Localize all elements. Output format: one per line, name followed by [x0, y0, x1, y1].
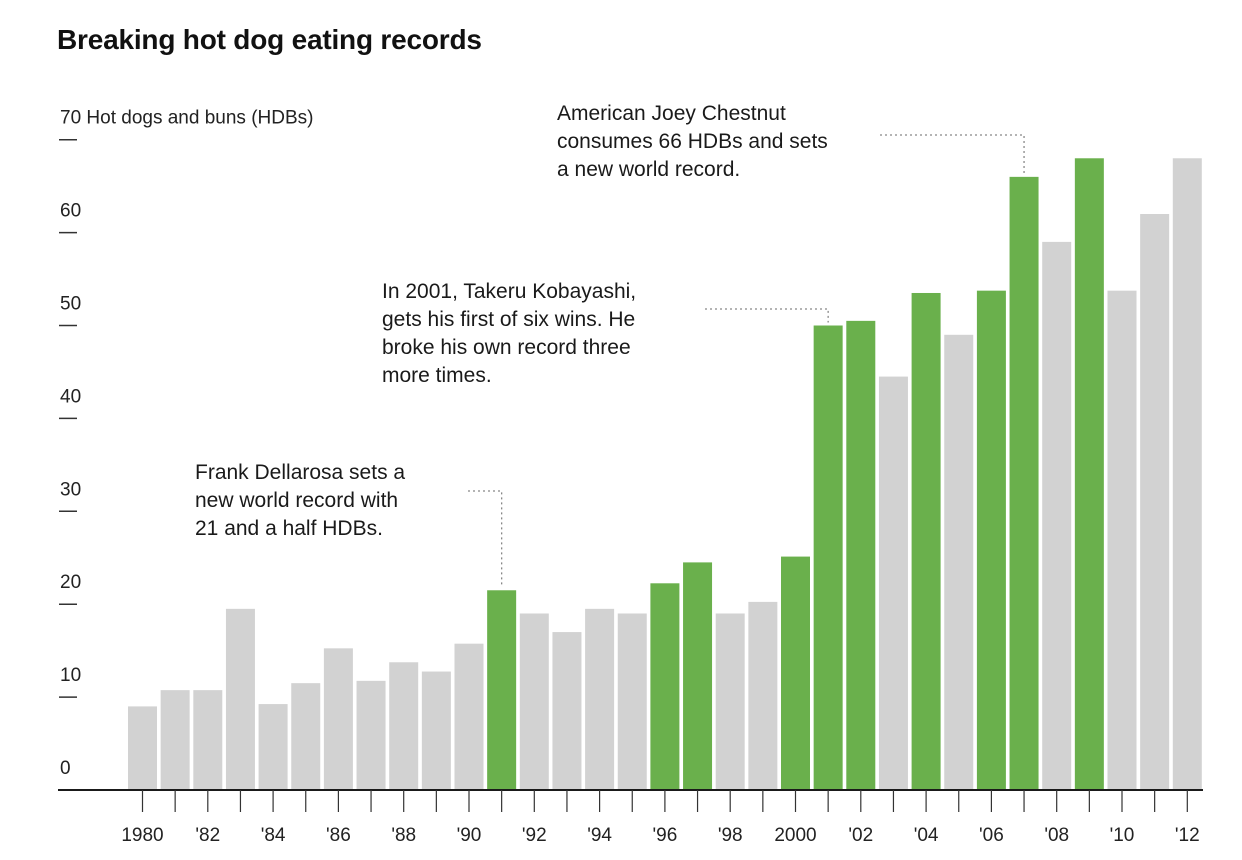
- bar-2008: [1042, 242, 1071, 790]
- bar-1996: [650, 583, 679, 790]
- annotation-line: American Joey Chestnut: [557, 100, 887, 128]
- x-tick-label: '04: [914, 825, 939, 846]
- annotation-leader-2001: [705, 309, 828, 323]
- bar-1983: [226, 609, 255, 790]
- bar-1998: [716, 613, 745, 790]
- bar-1992: [520, 613, 549, 790]
- annotation-line: In 2001, Takeru Kobayashi,: [382, 278, 712, 306]
- x-tick-label: '08: [1044, 825, 1069, 846]
- bar-2009: [1075, 158, 1104, 790]
- x-tick-label: '82: [195, 825, 220, 846]
- bar-2005: [944, 335, 973, 790]
- x-tick-label: '86: [326, 825, 351, 846]
- x-tick-label: '12: [1175, 825, 1200, 846]
- x-tick-label: '96: [653, 825, 678, 846]
- annotation-line: broke his own record three: [382, 334, 712, 362]
- y-tick-label: 40: [60, 386, 81, 407]
- annotation-dellarosa: Frank Dellarosa sets a new world record w…: [195, 459, 475, 543]
- x-tick-label: '88: [391, 825, 416, 846]
- bar-1997: [683, 562, 712, 790]
- bar-2004: [912, 293, 941, 790]
- bar-1985: [291, 683, 320, 790]
- x-tick-label: '94: [587, 825, 612, 846]
- annotation-line: more times.: [382, 362, 712, 390]
- y-tick-label: 30: [60, 479, 81, 500]
- x-tick-label: '02: [848, 825, 873, 846]
- bar-1980: [128, 706, 157, 790]
- y-tick-label: 10: [60, 665, 81, 686]
- y-tick-label: 20: [60, 572, 81, 593]
- x-tick-label: '98: [718, 825, 743, 846]
- bar-1991: [487, 590, 516, 790]
- x-tick-label: 2000: [774, 825, 816, 846]
- annotation-line: Frank Dellarosa sets a: [195, 459, 475, 487]
- annotation-leader-2007: [880, 135, 1024, 174]
- bar-2003: [879, 377, 908, 790]
- bar-1993: [552, 632, 581, 790]
- x-tick-label: '84: [261, 825, 286, 846]
- annotation-chestnut: American Joey Chestnut consumes 66 HDBs a…: [557, 100, 887, 184]
- bar-2012: [1173, 158, 1202, 790]
- bar-1994: [585, 609, 614, 790]
- annotation-line: new world record with: [195, 487, 475, 515]
- x-tick-label: '90: [457, 825, 482, 846]
- bar-1982: [193, 690, 222, 790]
- bar-1981: [161, 690, 190, 790]
- y-tick-label: 70 Hot dogs and buns (HDBs): [60, 108, 313, 129]
- bar-2001: [814, 326, 843, 791]
- bar-1988: [389, 662, 418, 790]
- x-tick-label: '92: [522, 825, 547, 846]
- bar-2006: [977, 291, 1006, 790]
- x-tick-label: 1980: [121, 825, 163, 846]
- y-tick-label: 50: [60, 294, 81, 315]
- annotation-kobayashi: In 2001, Takeru Kobayashi, gets his first…: [382, 278, 712, 390]
- annotation-line: a new world record.: [557, 156, 887, 184]
- annotation-line: 21 and a half HDBs.: [195, 515, 475, 543]
- bar-1989: [422, 672, 451, 790]
- annotation-line: gets his first of six wins. He: [382, 306, 712, 334]
- bar-2007: [1010, 177, 1039, 790]
- bar-2010: [1108, 291, 1137, 790]
- bar-1999: [748, 602, 777, 790]
- y-tick-label: 60: [60, 201, 81, 222]
- bar-1984: [259, 704, 288, 790]
- bar-1995: [618, 613, 647, 790]
- bar-2000: [781, 557, 810, 790]
- y-tick-label: 0: [60, 758, 71, 779]
- bar-2002: [846, 321, 875, 790]
- x-tick-label: '10: [1110, 825, 1135, 846]
- bar-1990: [455, 644, 484, 790]
- bar-1987: [357, 681, 386, 790]
- bar-2011: [1140, 214, 1169, 790]
- x-tick-label: '06: [979, 825, 1004, 846]
- annotation-line: consumes 66 HDBs and sets: [557, 128, 887, 156]
- bar-1986: [324, 648, 353, 790]
